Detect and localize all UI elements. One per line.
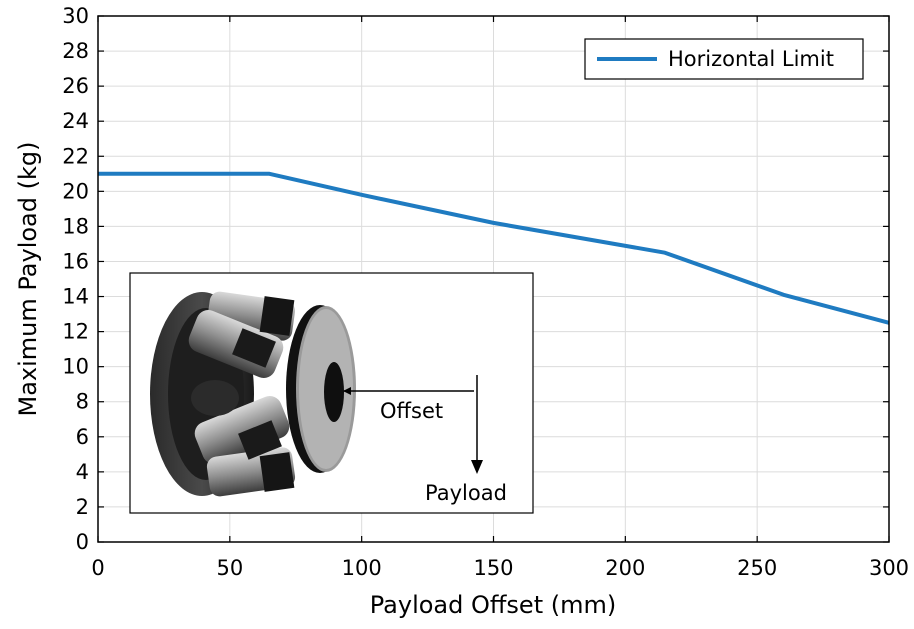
y-tick-label: 28: [62, 39, 89, 63]
y-tick-label: 18: [62, 214, 89, 238]
series-line-horizontal-limit: [98, 171, 889, 325]
x-tick-label: 300: [869, 556, 909, 580]
payload-arrowhead: [471, 460, 483, 474]
offset-arrowhead: [343, 387, 351, 395]
y-tick-label: 2: [76, 495, 89, 519]
y-tick-label: 4: [76, 460, 89, 484]
y-tick-label: 10: [62, 355, 89, 379]
axis-ticks: 0 50 100 150 200 250 3000246810121416182022242…: [62, 4, 909, 580]
inset-panel: Offset Payload: [129, 272, 534, 514]
x-tick-label: 50: [216, 556, 243, 580]
inset-offset-label: Offset: [380, 399, 443, 423]
y-tick-label: 6: [76, 425, 89, 449]
x-tick-label: 150: [473, 556, 513, 580]
y-tick-label: 30: [62, 4, 89, 28]
y-tick-label: 14: [62, 285, 89, 309]
y-tick-label: 20: [62, 179, 89, 203]
series-layer: [98, 171, 889, 325]
inset-payload-label: Payload: [425, 481, 507, 505]
y-tick-label: 8: [76, 390, 89, 414]
x-tick-label: 100: [342, 556, 382, 580]
y-tick-label: 26: [62, 74, 89, 98]
y-tick-label: 24: [62, 109, 89, 133]
x-tick-label: 250: [737, 556, 777, 580]
y-tick-label: 0: [76, 530, 89, 554]
y-tick-label: 16: [62, 249, 89, 273]
y-axis-label: Maximum Payload (kg): [14, 142, 42, 417]
legend-label-horizontal-limit: Horizontal Limit: [668, 47, 834, 71]
x-axis-label: Payload Offset (mm): [370, 591, 616, 619]
hexapod-robot-icon: [150, 291, 356, 497]
legend: Horizontal Limit: [584, 38, 864, 80]
x-tick-label: 200: [605, 556, 645, 580]
y-tick-label: 22: [62, 144, 89, 168]
x-tick-label: 0: [91, 556, 104, 580]
y-tick-label: 12: [62, 320, 89, 344]
